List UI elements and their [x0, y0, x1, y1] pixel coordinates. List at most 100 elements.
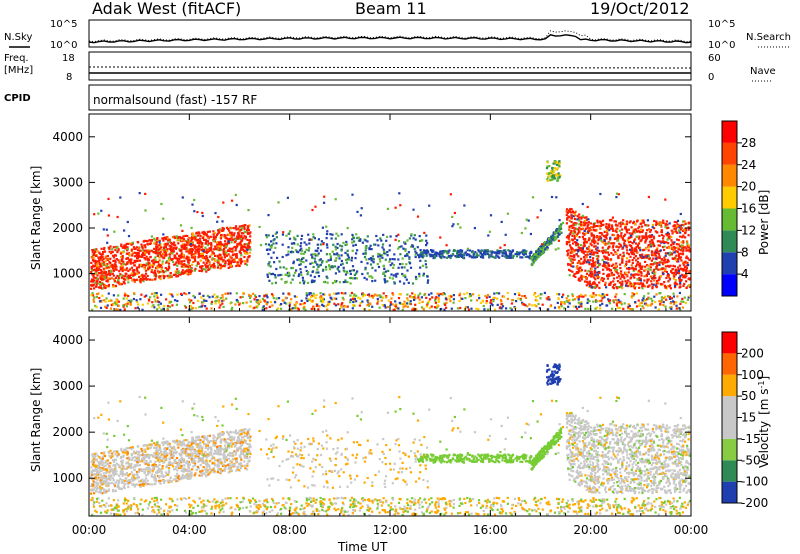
- range-gate-cell: [308, 238, 311, 242]
- range-gate-cell: [125, 242, 128, 245]
- range-gate-cell: [565, 243, 568, 246]
- range-gate-cell: [555, 173, 558, 176]
- range-gate-cell: [479, 301, 482, 304]
- y-tick-label: 1000: [52, 267, 83, 281]
- range-gate-cell: [592, 281, 595, 285]
- range-gate-cell: [567, 249, 570, 252]
- range-gate-cell: [639, 277, 642, 281]
- range-gate-cell: [434, 252, 437, 255]
- range-gate-cell: [588, 230, 591, 233]
- range-gate-cell: [575, 244, 578, 247]
- range-gate-cell: [592, 226, 595, 229]
- range-gate-cell: [475, 307, 478, 310]
- range-gate-cell: [411, 292, 414, 295]
- range-gate-cell: [164, 248, 167, 251]
- range-gate-cell: [640, 301, 643, 305]
- range-gate-cell: [127, 281, 130, 284]
- range-gate-cell: [344, 279, 347, 282]
- range-gate-cell: [635, 305, 639, 308]
- range-gate-cell: [582, 238, 585, 241]
- range-gate-cell: [259, 244, 263, 247]
- range-gate-cell: [659, 240, 662, 243]
- range-gate-cell: [661, 261, 664, 265]
- range-gate-cell: [272, 272, 275, 275]
- range-gate-cell: [393, 253, 396, 256]
- range-gate-cell: [341, 302, 344, 305]
- range-gate-cell: [679, 226, 682, 229]
- range-gate-cell: [112, 259, 115, 263]
- range-gate-cell: [186, 269, 189, 273]
- range-gate-cell: [429, 255, 432, 258]
- range-gate-cell: [645, 224, 648, 227]
- range-gate-cell: [342, 266, 345, 269]
- range-gate-cell: [611, 307, 614, 310]
- range-gate-cell: [341, 262, 344, 265]
- range-gate-cell: [623, 234, 626, 238]
- range-gate-cell: [102, 228, 105, 231]
- range-gate-cell: [493, 292, 496, 295]
- range-gate-cell: [663, 256, 666, 259]
- range-gate-cell: [475, 252, 478, 255]
- range-gate-cell: [130, 248, 133, 251]
- range-gate-cell: [546, 298, 549, 301]
- range-gate-cell: [112, 269, 115, 272]
- range-gate-cell: [473, 227, 476, 230]
- range-gate-cell: [416, 215, 420, 218]
- range-gate-cell: [652, 244, 655, 248]
- range-gate-cell: [639, 248, 642, 252]
- range-gate-cell: [325, 232, 329, 236]
- range-gate-cell: [592, 257, 595, 260]
- range-gate-cell: [588, 237, 591, 240]
- range-gate-cell: [444, 297, 447, 300]
- range-gate-cell: [502, 249, 505, 252]
- range-gate-cell: [158, 276, 161, 279]
- range-gate-cell: [677, 229, 680, 232]
- range-gate-cell: [459, 255, 462, 258]
- range-gate-cell: [687, 296, 690, 299]
- range-gate-cell: [182, 264, 185, 267]
- range-gate-cell: [572, 258, 575, 261]
- range-gate-cell: [285, 267, 288, 270]
- range-gate-cell: [218, 299, 221, 302]
- range-gate-cell: [127, 299, 130, 302]
- range-gate-cell: [243, 227, 246, 230]
- range-gate-cell: [554, 248, 557, 251]
- range-gate-cell: [685, 271, 688, 274]
- range-gate-cell: [652, 235, 655, 238]
- range-gate-cell: [334, 279, 337, 283]
- range-gate-cell: [163, 304, 166, 307]
- range-gate-cell: [117, 281, 120, 284]
- range-gate-cell: [531, 196, 535, 199]
- range-gate-cell: [227, 253, 230, 256]
- range-gate-cell: [176, 239, 179, 242]
- range-gate-cell: [659, 275, 662, 278]
- range-gate-cell: [580, 293, 583, 296]
- range-gate-cell: [620, 270, 623, 273]
- range-gate-cell: [546, 172, 549, 175]
- range-gate-cell: [95, 248, 98, 251]
- range-gate-cell: [499, 298, 503, 302]
- range-gate-cell: [241, 237, 245, 240]
- range-gate-cell: [541, 245, 544, 248]
- range-gate-cell: [595, 294, 598, 297]
- range-gate-cell: [668, 222, 671, 225]
- range-gate-cell: [231, 247, 234, 250]
- range-gate-cell: [641, 305, 644, 308]
- range-gate-cell: [97, 282, 100, 285]
- range-gate-cell: [459, 249, 462, 252]
- range-gate-cell: [221, 302, 224, 305]
- range-gate-cell: [490, 255, 493, 258]
- range-gate-cell: [168, 267, 171, 270]
- range-gate-cell: [574, 213, 577, 216]
- range-gate-cell: [285, 254, 288, 257]
- range-gate-cell: [156, 308, 159, 311]
- range-gate-cell: [596, 257, 599, 261]
- range-gate-cell: [654, 254, 658, 257]
- range-gate-cell: [423, 231, 426, 234]
- range-gate-cell: [202, 261, 205, 264]
- range-gate-cell: [503, 252, 506, 255]
- range-gate-cell: [678, 268, 681, 271]
- range-gate-cell: [508, 250, 511, 253]
- range-gate-cell: [359, 238, 362, 241]
- range-gate-cell: [653, 274, 656, 277]
